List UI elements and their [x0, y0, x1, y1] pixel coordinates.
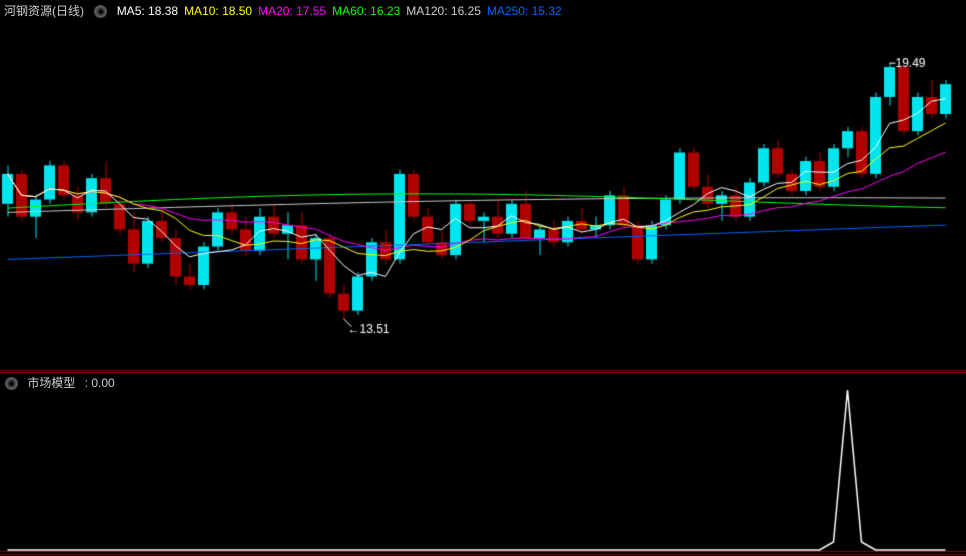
- indicator-chart[interactable]: [0, 372, 966, 556]
- visibility-toggle-icon[interactable]: ◉: [94, 5, 107, 18]
- ma-legend-item: MA10: 18.50: [184, 4, 252, 18]
- indicator-title: 市场模型: [27, 376, 75, 390]
- ma-legend-item: MA20: 17.55: [258, 4, 326, 18]
- indicator-legend: ◉ 市场模型 : 0.00: [4, 374, 127, 391]
- ma-legend-item: MA120: 16.25: [406, 4, 481, 18]
- candlestick-chart[interactable]: [0, 0, 966, 372]
- indicator-value: : 0.00: [85, 376, 121, 390]
- main-chart-legend: 河钢资源(日线) ◉ MA5: 18.38 MA10: 18.50 MA20: 17…: [4, 2, 574, 19]
- ma-legend-item: MA5: 18.38: [117, 4, 178, 18]
- visibility-toggle-icon[interactable]: ◉: [5, 377, 18, 390]
- stock-title: 河钢资源(日线): [4, 4, 84, 18]
- ma-legend-item: MA250: 15.32: [487, 4, 562, 18]
- ma-legend-item: MA60: 16.23: [332, 4, 400, 18]
